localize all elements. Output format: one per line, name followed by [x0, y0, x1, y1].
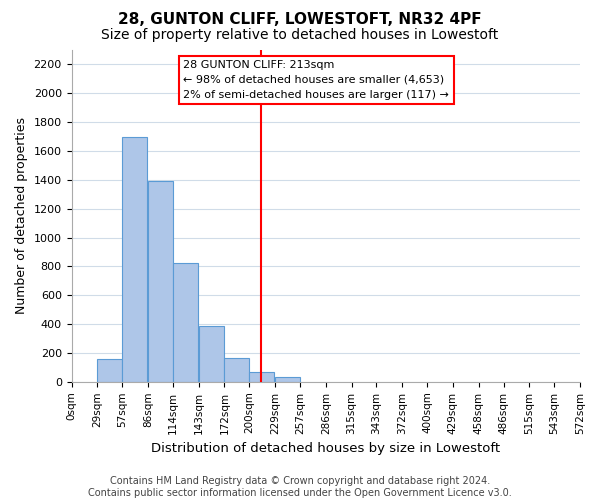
Bar [250, 372, 274, 382]
Text: Contains HM Land Registry data © Crown copyright and database right 2024.
Contai: Contains HM Land Registry data © Crown c… [88, 476, 512, 498]
Bar [97, 360, 122, 382]
Y-axis label: Number of detached properties: Number of detached properties [15, 118, 28, 314]
Text: 28 GUNTON CLIFF: 213sqm
← 98% of detached houses are smaller (4,653)
2% of semi-: 28 GUNTON CLIFF: 213sqm ← 98% of detache… [184, 60, 449, 100]
Bar [199, 326, 224, 382]
Bar [173, 263, 198, 382]
Bar [148, 182, 173, 382]
Text: Size of property relative to detached houses in Lowestoft: Size of property relative to detached ho… [101, 28, 499, 42]
Bar [275, 378, 300, 382]
X-axis label: Distribution of detached houses by size in Lowestoft: Distribution of detached houses by size … [151, 442, 500, 455]
Text: 28, GUNTON CLIFF, LOWESTOFT, NR32 4PF: 28, GUNTON CLIFF, LOWESTOFT, NR32 4PF [118, 12, 482, 28]
Bar [224, 358, 250, 382]
Bar [122, 136, 147, 382]
